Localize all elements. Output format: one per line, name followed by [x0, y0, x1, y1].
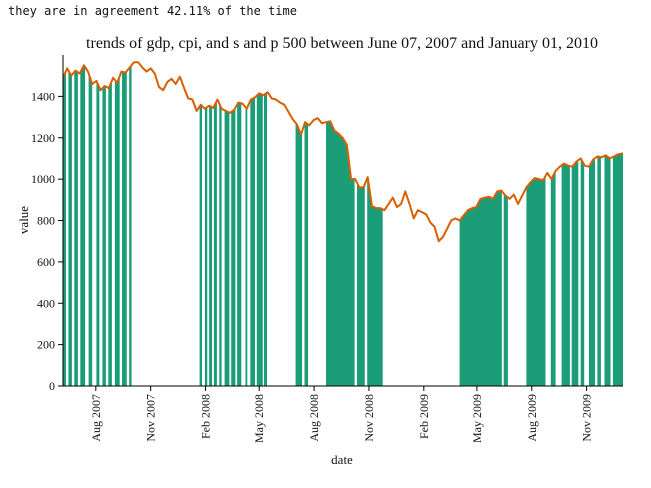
- x-tick-label: Nov 2008: [362, 394, 376, 442]
- agreement-region-7: [108, 80, 112, 386]
- agreement-region-19: [245, 107, 248, 387]
- agreement-region-0: [63, 71, 66, 386]
- agreement-region-33: [571, 160, 579, 386]
- agreement-region-35: [589, 158, 595, 386]
- agreement-region-17: [231, 107, 236, 387]
- y-axis-label: value: [16, 206, 31, 234]
- y-tick-label: 0: [49, 379, 55, 393]
- agreement-region-29: [503, 193, 508, 386]
- x-tick-label: Nov 2007: [144, 394, 158, 442]
- agreement-region-37: [604, 155, 611, 386]
- x-tick-label: May 2008: [252, 394, 266, 443]
- agreement-region-10: [129, 65, 132, 386]
- x-tick-label: Feb 2009: [417, 394, 431, 439]
- agreement-region-16: [224, 110, 230, 387]
- agreement-region-28: [459, 190, 502, 386]
- y-tick-group: 0 200 400 600 800 1000 1200 1400: [31, 89, 63, 393]
- agreement-region-20: [250, 97, 255, 387]
- agreement-region-1: [68, 70, 72, 386]
- agreement-region-15: [219, 103, 222, 386]
- agreement-fill-group: [63, 65, 623, 387]
- agreement-region-26: [357, 182, 365, 386]
- agreement-region-11: [199, 104, 202, 386]
- agreement-region-2: [74, 70, 78, 386]
- agreement-region-25: [326, 121, 355, 386]
- agreement-region-22: [264, 92, 267, 386]
- agreement-region-34: [580, 158, 585, 386]
- agreement-region-18: [237, 102, 242, 386]
- x-tick-group: Aug 2007 Nov 2007 Feb 2008 May 2008 Aug 2008…: [89, 386, 594, 443]
- agreement-region-14: [213, 100, 217, 386]
- agreement-region-5: [96, 80, 100, 387]
- agreement-region-32: [561, 163, 570, 386]
- agreement-region-3: [80, 65, 86, 387]
- agreement-region-27: [367, 177, 383, 386]
- y-tick-label: 600: [37, 255, 55, 269]
- agreement-region-21: [256, 93, 263, 387]
- agreement-region-24: [304, 122, 309, 386]
- agreement-region-6: [102, 86, 106, 386]
- x-tick-label: Feb 2008: [199, 394, 213, 439]
- agreement-region-12: [204, 107, 208, 386]
- x-tick-label: Aug 2007: [89, 394, 103, 442]
- y-tick-label: 800: [37, 214, 55, 228]
- agreement-region-8: [114, 76, 120, 387]
- agreement-region-30: [526, 176, 546, 386]
- x-tick-label: Nov 2009: [580, 394, 594, 442]
- x-tick-label: May 2009: [470, 394, 484, 443]
- y-tick-label: 200: [37, 338, 55, 352]
- agreement-region-31: [550, 170, 556, 386]
- x-axis-label: date: [331, 452, 353, 467]
- agreement-region-23: [295, 122, 303, 387]
- agreement-region-36: [597, 156, 601, 386]
- agreement-caption: they are in agreement 42.11% of the time: [8, 4, 297, 18]
- chart-title: trends of gdp, cpi, and s and p 500 betw…: [86, 35, 598, 52]
- x-tick-label: Aug 2009: [525, 394, 539, 442]
- y-tick-label: 1200: [31, 131, 55, 145]
- agreement-region-13: [209, 105, 213, 386]
- agreement-region-38: [612, 153, 623, 386]
- agreement-region-4: [88, 73, 93, 387]
- y-tick-label: 1400: [31, 89, 55, 103]
- y-tick-label: 400: [37, 296, 55, 310]
- agreement-region-9: [122, 71, 127, 386]
- x-tick-label: Aug 2008: [307, 394, 321, 442]
- series-line: [62, 61, 624, 243]
- y-tick-label: 1000: [31, 172, 55, 186]
